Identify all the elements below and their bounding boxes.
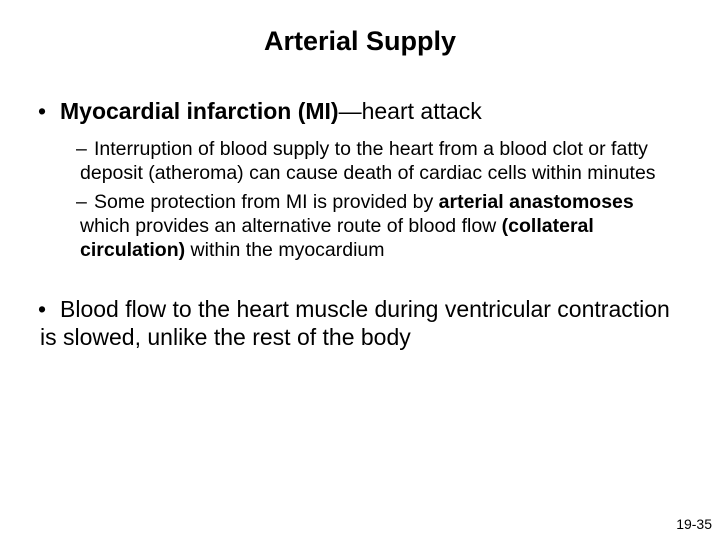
s2-b: arterial anastomoses	[439, 191, 634, 213]
s2-a: Some protection from MI is provided by	[94, 191, 439, 213]
sub-bullet-2: Some protection from MI is provided by a…	[80, 191, 665, 262]
bullet-1-bold: Myocardial infarction (MI)	[60, 98, 339, 124]
s2-c: which provides an alternative route of b…	[80, 215, 502, 237]
bullet-2: Blood flow to the heart muscle during ve…	[40, 295, 690, 353]
spacer	[30, 269, 690, 295]
bullet-1: Myocardial infarction (MI)—heart attack	[40, 97, 690, 126]
s2-e: within the myocardium	[185, 239, 384, 261]
bullet-2-text: Blood flow to the heart muscle during ve…	[40, 296, 670, 351]
sub-bullet-1: Interruption of blood supply to the hear…	[80, 138, 665, 186]
sub-bullet-1-text: Interruption of blood supply to the hear…	[80, 138, 656, 184]
slide-container: Arterial Supply Myocardial infarction (M…	[0, 0, 720, 540]
bullet-list: Myocardial infarction (MI)—heart attack …	[30, 97, 690, 352]
sub-bullet-2-text: Some protection from MI is provided by a…	[80, 191, 634, 261]
slide-title: Arterial Supply	[30, 26, 690, 57]
bullet-1-text: Myocardial infarction (MI)—heart attack	[60, 98, 482, 124]
bullet-1-rest: —heart attack	[339, 98, 482, 124]
page-number: 19-35	[676, 516, 712, 532]
